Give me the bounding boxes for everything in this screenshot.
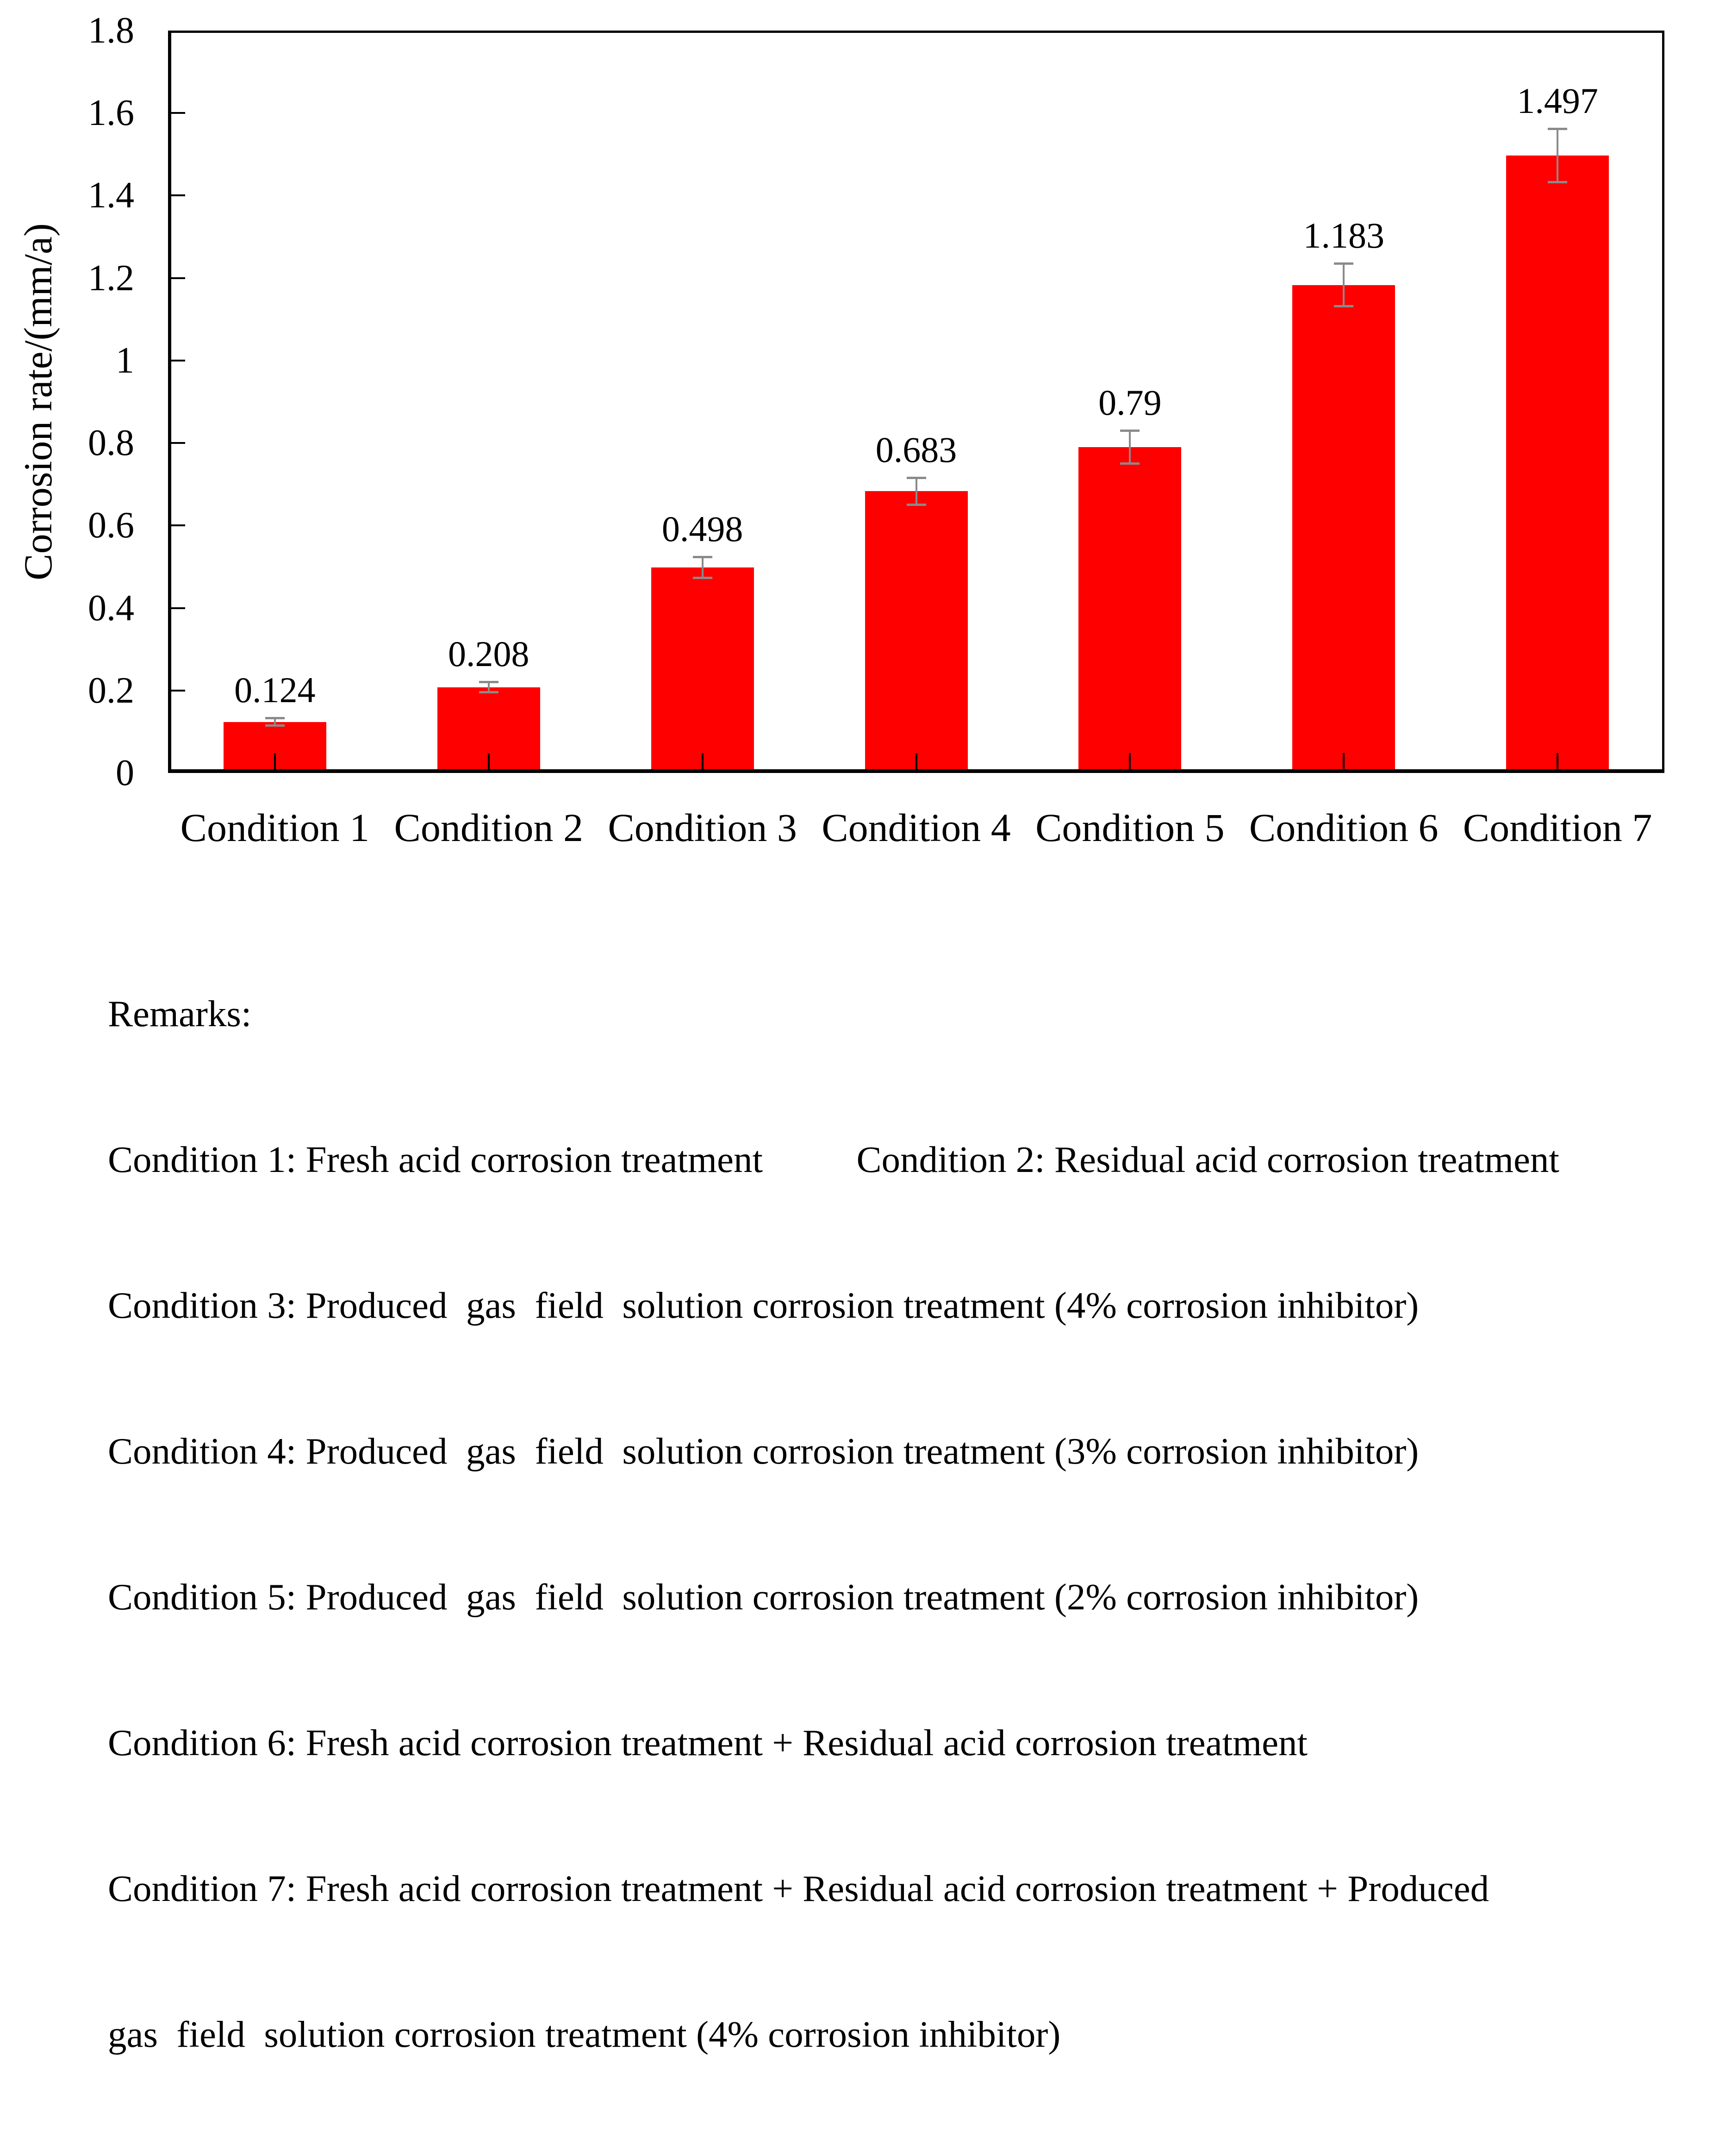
error-bar — [487, 682, 490, 693]
error-bar-cap-top — [906, 476, 926, 479]
remarks-title: Remarks: — [108, 993, 252, 1034]
x-axis-tick — [487, 753, 490, 769]
error-bar — [274, 717, 276, 726]
error-bar-cap-bottom — [1548, 181, 1568, 183]
error-bar-cap-bottom — [265, 724, 285, 727]
bar-condition-7 — [1506, 156, 1609, 773]
y-axis-tick — [171, 112, 185, 114]
x-axis-tick — [1129, 753, 1131, 769]
bar-value-label: 0.79 — [1098, 382, 1162, 423]
x-category-label: Condition 6 — [1249, 805, 1439, 850]
remarks-line-condition-3: Condition 3: Produced gas field solution… — [108, 1284, 1419, 1326]
remarks-line-condition-1-2: Condition 1: Fresh acid corrosion treatm… — [108, 1139, 1559, 1180]
y-axis-tick — [171, 689, 185, 692]
x-category-label: Condition 2 — [394, 805, 584, 850]
bar-value-label: 0.498 — [661, 509, 743, 549]
error-bar-cap-top — [265, 717, 285, 719]
y-axis-tick — [171, 359, 185, 361]
y-axis-tick — [171, 524, 185, 527]
y-axis-tick — [171, 194, 185, 197]
error-bar-cap-bottom — [1334, 305, 1354, 308]
error-bar-cap-top — [692, 556, 712, 559]
y-tick-label: 0.6 — [88, 505, 134, 546]
error-bar — [915, 477, 917, 505]
bar-condition-6 — [1292, 285, 1395, 773]
x-axis-tick — [274, 753, 276, 769]
x-category-label: Condition 5 — [1035, 805, 1225, 850]
x-axis-tick — [701, 753, 704, 769]
remarks-line-condition-5: Condition 5: Produced gas field solution… — [108, 1576, 1419, 1618]
error-bar-cap-bottom — [906, 503, 926, 506]
bar-value-label: 0.208 — [448, 634, 529, 674]
y-tick-label: 0.8 — [88, 423, 134, 464]
error-bar — [1557, 129, 1559, 182]
bar-value-label: 0.683 — [875, 429, 957, 470]
y-axis-tick — [171, 442, 185, 444]
remarks-line-condition-7-cont: gas field solution corrosion treatment (… — [108, 2013, 1061, 2055]
y-axis-tick — [171, 277, 185, 279]
bar-value-label: 1.497 — [1517, 81, 1598, 121]
y-tick-label: 0.2 — [88, 670, 134, 711]
bar-condition-5 — [1078, 447, 1182, 773]
y-tick-label: 1.8 — [88, 10, 134, 51]
remarks-line-condition-4: Condition 4: Produced gas field solution… — [108, 1430, 1419, 1472]
x-category-label: Condition 4 — [822, 805, 1011, 850]
y-tick-label: 1.2 — [88, 257, 134, 299]
x-axis-tick — [1343, 753, 1345, 769]
y-tick-label: 0.4 — [88, 587, 134, 629]
error-bar — [1343, 263, 1345, 307]
error-bar-cap-top — [1120, 430, 1140, 432]
x-category-label: Condition 1 — [180, 805, 370, 850]
error-bar-cap-bottom — [479, 691, 498, 694]
x-category-label: Condition 7 — [1463, 805, 1652, 850]
x-axis-tick — [1557, 753, 1559, 769]
bar-value-label: 0.124 — [234, 669, 316, 710]
remarks-line-condition-7: Condition 7: Fresh acid corrosion treatm… — [108, 1868, 1489, 1909]
error-bar — [1129, 430, 1131, 464]
y-tick-label: 1 — [116, 340, 134, 381]
error-bar — [701, 557, 704, 579]
error-bar-cap-top — [1334, 262, 1354, 265]
y-tick-label: 0 — [116, 753, 134, 793]
bar-condition-3 — [651, 567, 754, 773]
error-bar-cap-top — [1548, 128, 1568, 131]
corrosion-rate-bar-chart: Corrosion rate/(mm/a) 0 0.2 0.4 0.6 0.8 1 1.2 1… — [16, 10, 1664, 2055]
remarks-line-condition-6: Condition 6: Fresh acid corrosion treatm… — [108, 1722, 1308, 1763]
y-tick-label: 1.6 — [88, 93, 134, 134]
remarks-block: Remarks: Condition 1: Fresh acid corrosi… — [108, 892, 1700, 2156]
y-tick-label: 1.4 — [88, 175, 134, 216]
bar-value-label: 1.183 — [1303, 215, 1384, 256]
error-bar-cap-top — [479, 681, 498, 684]
y-axis-tick — [171, 607, 185, 609]
error-bar-cap-bottom — [1120, 462, 1140, 465]
x-axis-tick — [915, 753, 917, 769]
error-bar-cap-bottom — [692, 577, 712, 580]
x-category-label: Condition 3 — [608, 805, 797, 850]
bar-condition-4 — [865, 491, 968, 773]
